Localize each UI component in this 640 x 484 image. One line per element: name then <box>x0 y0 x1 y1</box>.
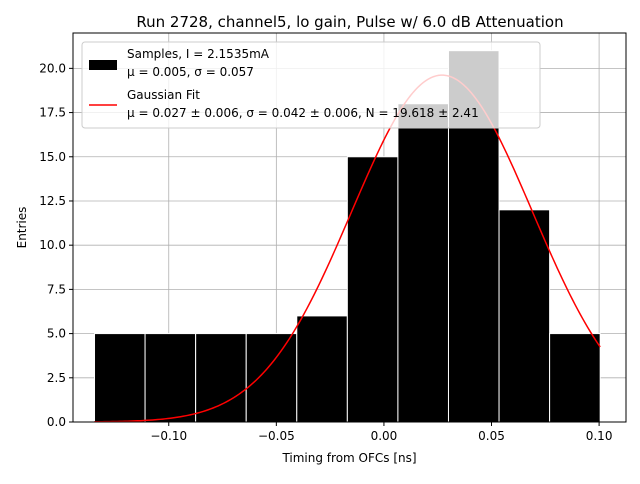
legend-samples-line2: μ = 0.005, σ = 0.057 <box>127 65 254 79</box>
y-tick-label: 10.0 <box>39 238 66 252</box>
y-tick-label: 15.0 <box>39 150 66 164</box>
y-tick-label: 5.0 <box>47 327 66 341</box>
legend-box <box>81 41 541 129</box>
histogram-bar <box>245 333 298 423</box>
gaussian-fit <box>94 74 601 423</box>
legend-samples-line1: Samples, I = 2.1535mA <box>127 47 270 61</box>
legend-fit-line2: μ = 0.027 ± 0.006, σ = 0.042 ± 0.006, N … <box>127 106 479 120</box>
y-tick-label: 7.5 <box>47 282 66 296</box>
y-tick-label: 12.5 <box>39 194 66 208</box>
x-tick-label: 0.00 <box>371 429 398 443</box>
x-tick-label: −0.10 <box>150 429 187 443</box>
x-tick-label: 0.10 <box>586 429 613 443</box>
x-axis-label: Timing from OFCs [ns] <box>281 451 416 465</box>
x-tick-label: −0.05 <box>258 429 295 443</box>
y-axis-ticks: 0.0 2.5 5.0 7.5 10.0 12.5 15.0 17.5 20.0 <box>39 61 73 429</box>
plot-frame <box>72 32 627 423</box>
x-axis-ticks: −0.10 −0.05 0.00 0.05 0.10 <box>150 422 612 443</box>
histogram-bar <box>346 156 399 423</box>
histogram-bar <box>195 333 247 423</box>
y-tick-label: 0.0 <box>47 415 66 429</box>
y-tick-label: 20.0 <box>39 61 66 75</box>
histogram-bar <box>397 103 449 423</box>
y-axis-label: Entries <box>15 207 29 249</box>
legend-fit-line1: Gaussian Fit <box>127 88 200 102</box>
histogram-bar <box>94 333 146 423</box>
fit-curve <box>94 74 601 423</box>
y-tick-label: 2.5 <box>47 371 66 385</box>
chart-title: Run 2728, channel5, lo gain, Pulse w/ 6.… <box>136 13 563 31</box>
legend: Samples, I = 2.1535mA μ = 0.005, σ = 0.0… <box>81 41 541 129</box>
legend-samples-swatch <box>89 60 117 70</box>
histogram-bar <box>144 333 197 423</box>
y-tick-label: 17.5 <box>39 106 66 120</box>
histogram-bar <box>549 333 601 423</box>
x-tick-label: 0.05 <box>478 429 505 443</box>
histogram-bar <box>296 315 348 423</box>
histogram-bar <box>498 209 551 423</box>
